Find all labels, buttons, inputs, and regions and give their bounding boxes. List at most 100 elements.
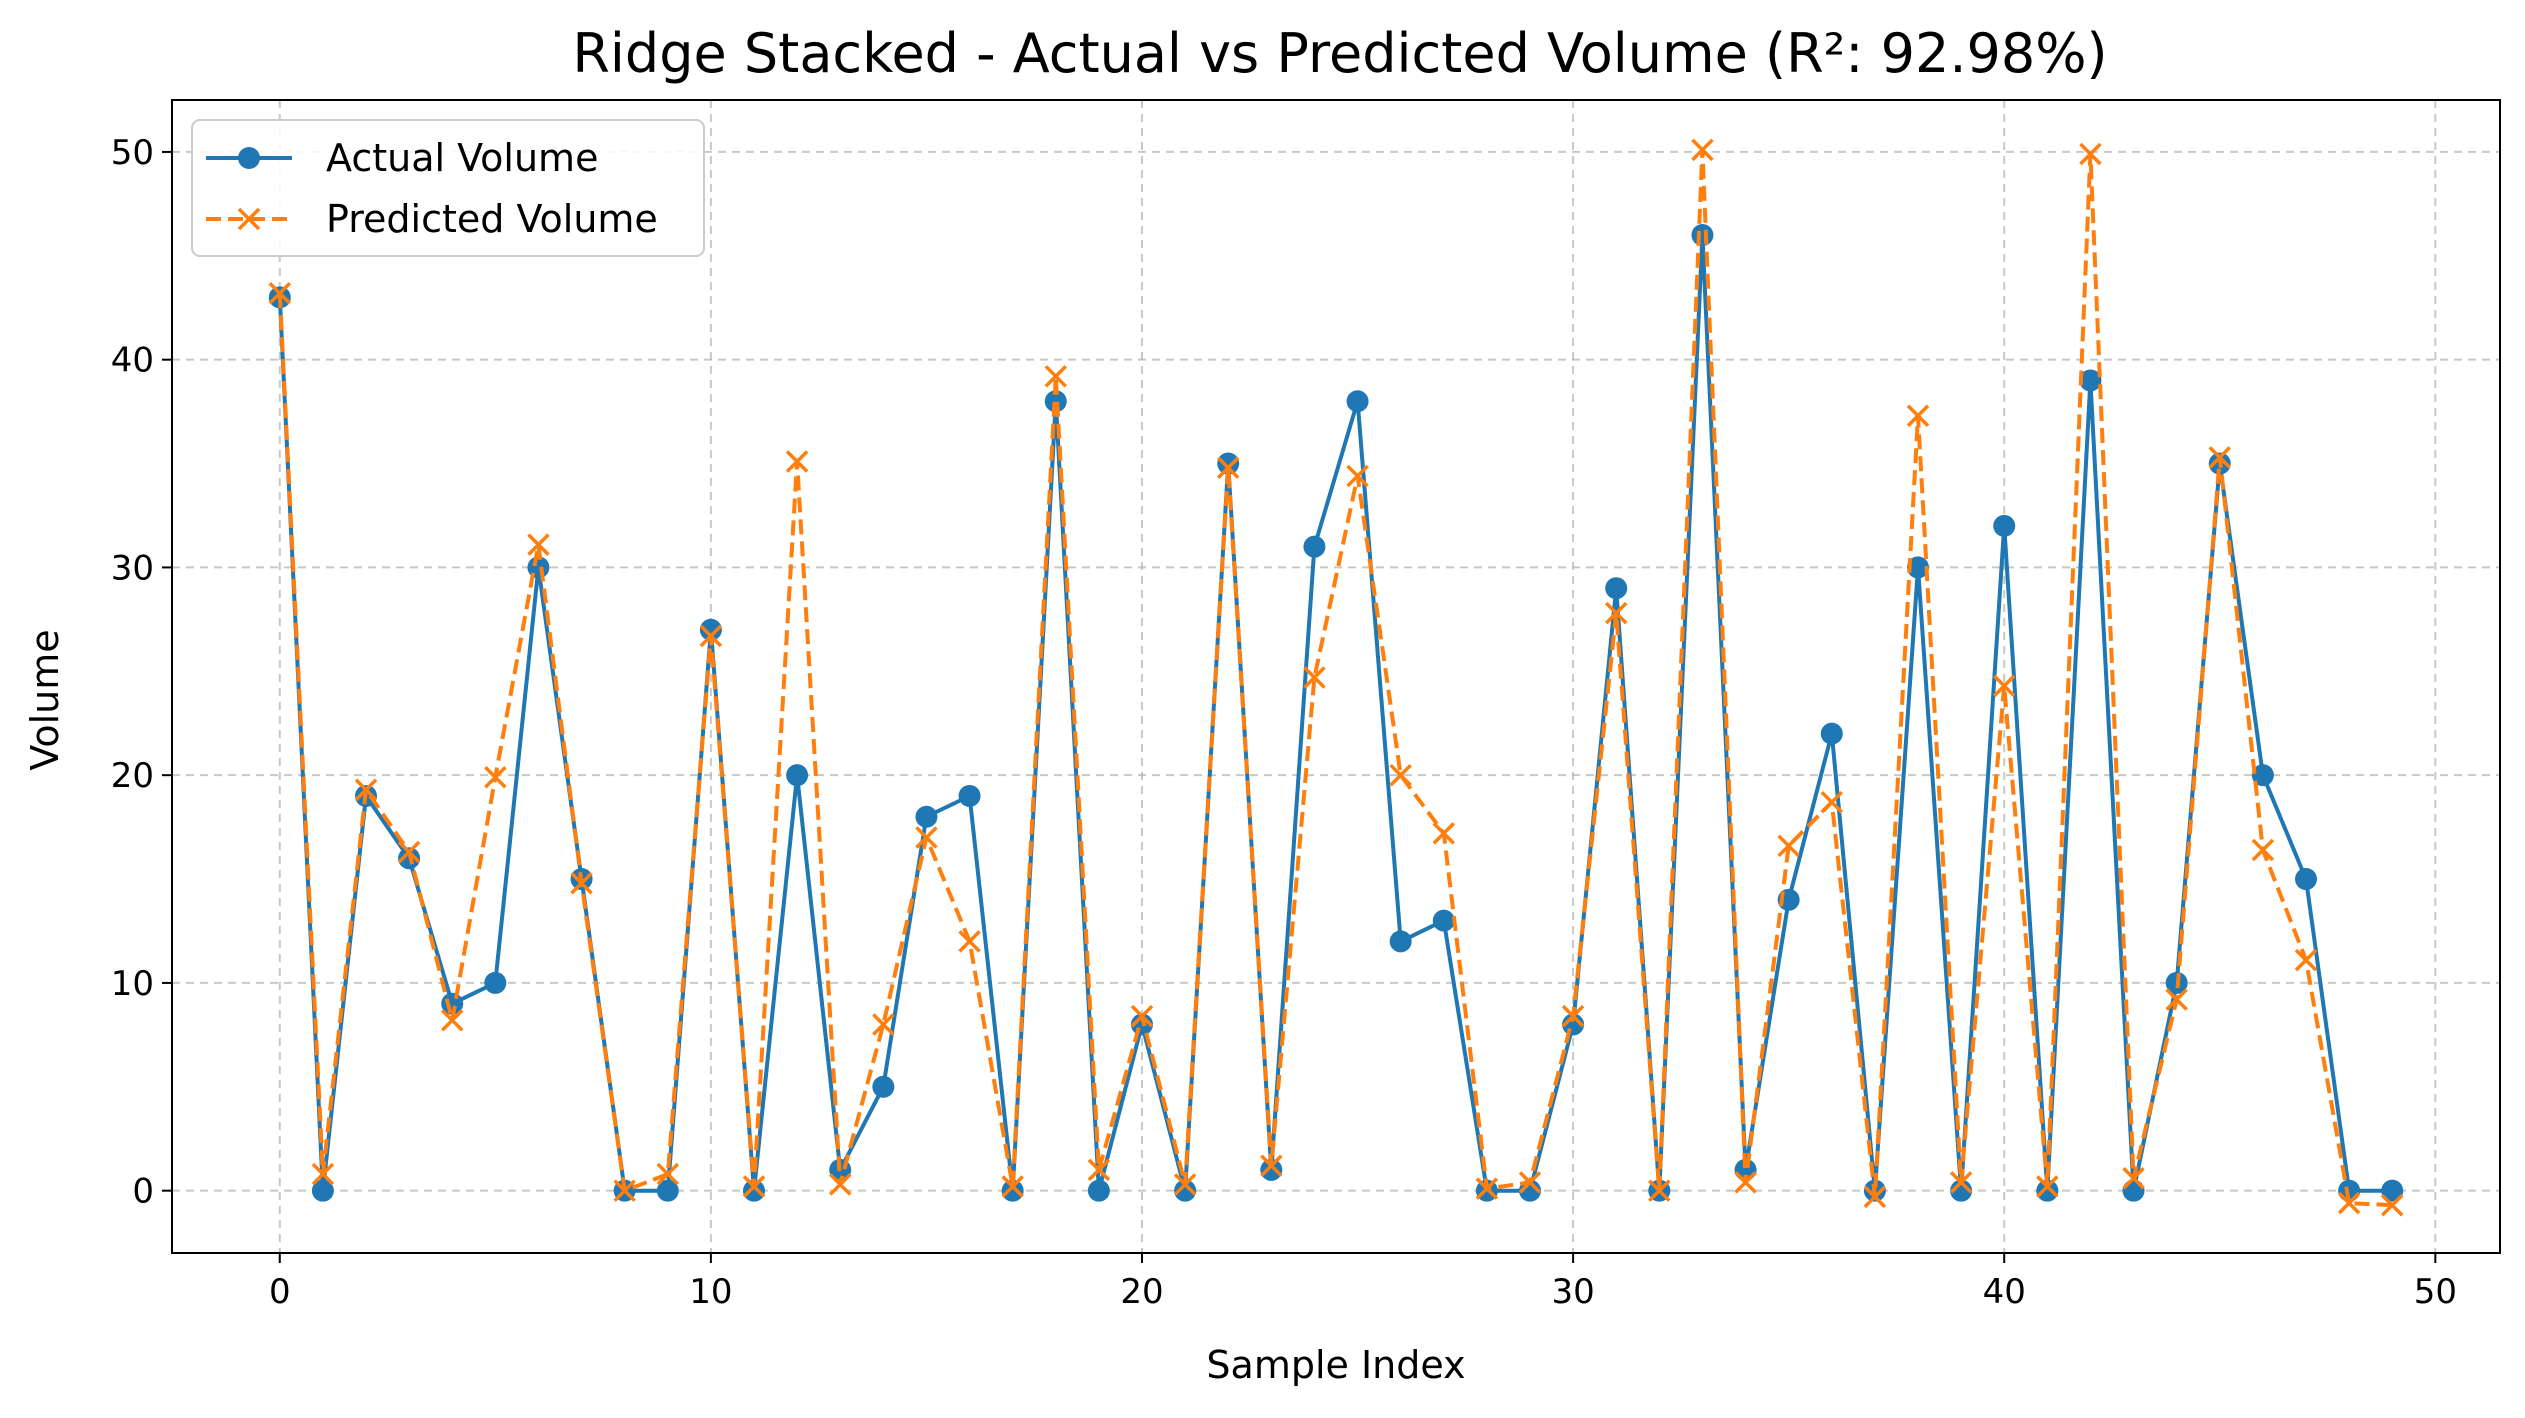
actual-volume-point [1950, 1179, 1973, 1202]
actual-volume-point [1993, 514, 2016, 537]
x-tick-label: 0 [269, 1272, 291, 1312]
actual-volume-point [1087, 1179, 1110, 1202]
predicted-volume-point [1691, 138, 1714, 162]
actual-volume-point [1820, 722, 1843, 745]
predicted-volume-point [527, 533, 550, 556]
predicted-volume-point [2380, 1193, 2404, 1217]
plot-frame [171, 99, 2501, 1254]
actual-volume-point [2036, 1179, 2059, 1202]
y-tick-label: 30 [111, 548, 154, 588]
actual-volume-point [1044, 390, 1067, 413]
actual-volume-point [1389, 930, 1412, 953]
actual-volume-point [958, 784, 981, 807]
ticks: 0 10 20 30 40 50 0 10 20 30 40 50 [111, 133, 2457, 1312]
predicted-volume-point [1604, 601, 1628, 625]
y-axis-label: Volume [23, 629, 67, 770]
y-tick-label: 20 [111, 756, 154, 796]
chart-title: Ridge Stacked - Actual vs Predicted Volu… [572, 22, 2107, 85]
legend-label-actual: Actual Volume [326, 136, 598, 180]
predicted-volume-point [613, 1179, 636, 1202]
predicted-volume-point [1389, 763, 1412, 787]
predicted-volume-point [2036, 1175, 2059, 1198]
x-axis-label: Sample Index [1206, 1343, 1465, 1387]
predicted-volume-point [1303, 666, 1326, 689]
predicted-volume-point [2122, 1166, 2145, 1190]
predicted-volume-point [699, 624, 723, 648]
predicted-volume-point [1130, 1004, 1154, 1028]
legend-label-predicted: Predicted Volume [326, 197, 658, 241]
predicted-volume-point [1777, 834, 1800, 858]
actual-volume-point [656, 1179, 679, 1202]
x-tick-label: 50 [2414, 1272, 2457, 1312]
actual-volume-point [1605, 577, 1628, 600]
actual-volume-point [872, 1075, 895, 1098]
actual-volume-line [277, 233, 2393, 1193]
actual-volume-point [1432, 909, 1455, 932]
predicted-volume-point [915, 826, 938, 849]
predicted-volume-point [2294, 948, 2318, 972]
predicted-volume-point [1346, 464, 1369, 488]
y-tick-label: 10 [111, 964, 154, 1004]
actual-volume-point [2122, 1179, 2145, 1202]
predicted-volume-point [958, 930, 981, 953]
predicted-volume-point [2208, 446, 2232, 469]
actual-volume-point [1907, 556, 1929, 579]
x-tick-label: 20 [1120, 1272, 1163, 1312]
predicted-volume-point [1087, 1158, 1111, 1182]
grid [172, 100, 2500, 1253]
legend-box [191, 119, 705, 257]
predicted-volume-point [828, 1173, 852, 1196]
predicted-volume-point [2165, 988, 2188, 1011]
predicted-volume-point [2337, 1191, 2361, 1215]
predicted-volume-point [1734, 1171, 1757, 1194]
predicted-volume-point [1044, 365, 1068, 388]
actual-volume-point [743, 1179, 765, 1202]
actual-volume-point [1217, 452, 1240, 475]
actual-volume-point [484, 971, 507, 994]
actual-volume-point [699, 618, 722, 641]
y-tick-label: 50 [111, 133, 154, 173]
actual-volume-point [2251, 764, 2274, 787]
x-tick-label: 40 [1983, 1272, 2026, 1312]
actual-volume-point [2381, 1179, 2404, 1202]
y-tick-label: 40 [111, 341, 154, 381]
predicted-volume-point [1648, 1179, 1671, 1202]
predicted-volume-point [1906, 404, 1930, 428]
actual-volume-point [1001, 1179, 1024, 1202]
predicted-volume-point [354, 778, 378, 801]
predicted-volume-point [742, 1175, 766, 1198]
predicted-volume-point [1260, 1154, 1283, 1177]
predicted-volume-point [1820, 790, 1844, 814]
predicted-volume-point [1949, 1171, 1973, 1194]
legend-marker-predicted [237, 207, 261, 231]
predicted-volume-point [570, 871, 593, 895]
y-tick-label: 0 [132, 1172, 154, 1212]
predicted-volume-point [1475, 1177, 1499, 1200]
predicted-volume-point [397, 840, 421, 864]
legend: Actual Volume Predicted Volume [191, 119, 705, 257]
x-tick-label: 10 [689, 1272, 732, 1312]
predicted-volume-point [872, 1013, 895, 1036]
predicted-volume-point [1432, 822, 1456, 845]
predicted-volume-point [2079, 142, 2102, 166]
predicted-volume-point [311, 1162, 335, 1186]
legend-marker-actual [238, 147, 260, 169]
predicted-volume-point [1216, 456, 1240, 479]
predicted-volume-point [2251, 838, 2275, 862]
predicted-volume-point [785, 450, 809, 473]
predicted-volume-line [277, 147, 2393, 1208]
predicted-volume-point [1518, 1171, 1542, 1194]
predicted-volume-point [1863, 1185, 1887, 1209]
predicted-volume-point [656, 1162, 680, 1186]
predicted-volume-point [1173, 1173, 1197, 1196]
predicted-volume-point [440, 1009, 464, 1032]
actual-volume-point [1174, 1179, 1197, 1202]
x-tick-label: 30 [1551, 1272, 1594, 1312]
predicted-volume-point [1001, 1175, 1024, 1198]
actual-volume-point [311, 1179, 334, 1202]
actual-volume-point [915, 805, 938, 828]
predicted-volume-point [268, 281, 292, 305]
predicted-volume-point [1992, 674, 2016, 698]
